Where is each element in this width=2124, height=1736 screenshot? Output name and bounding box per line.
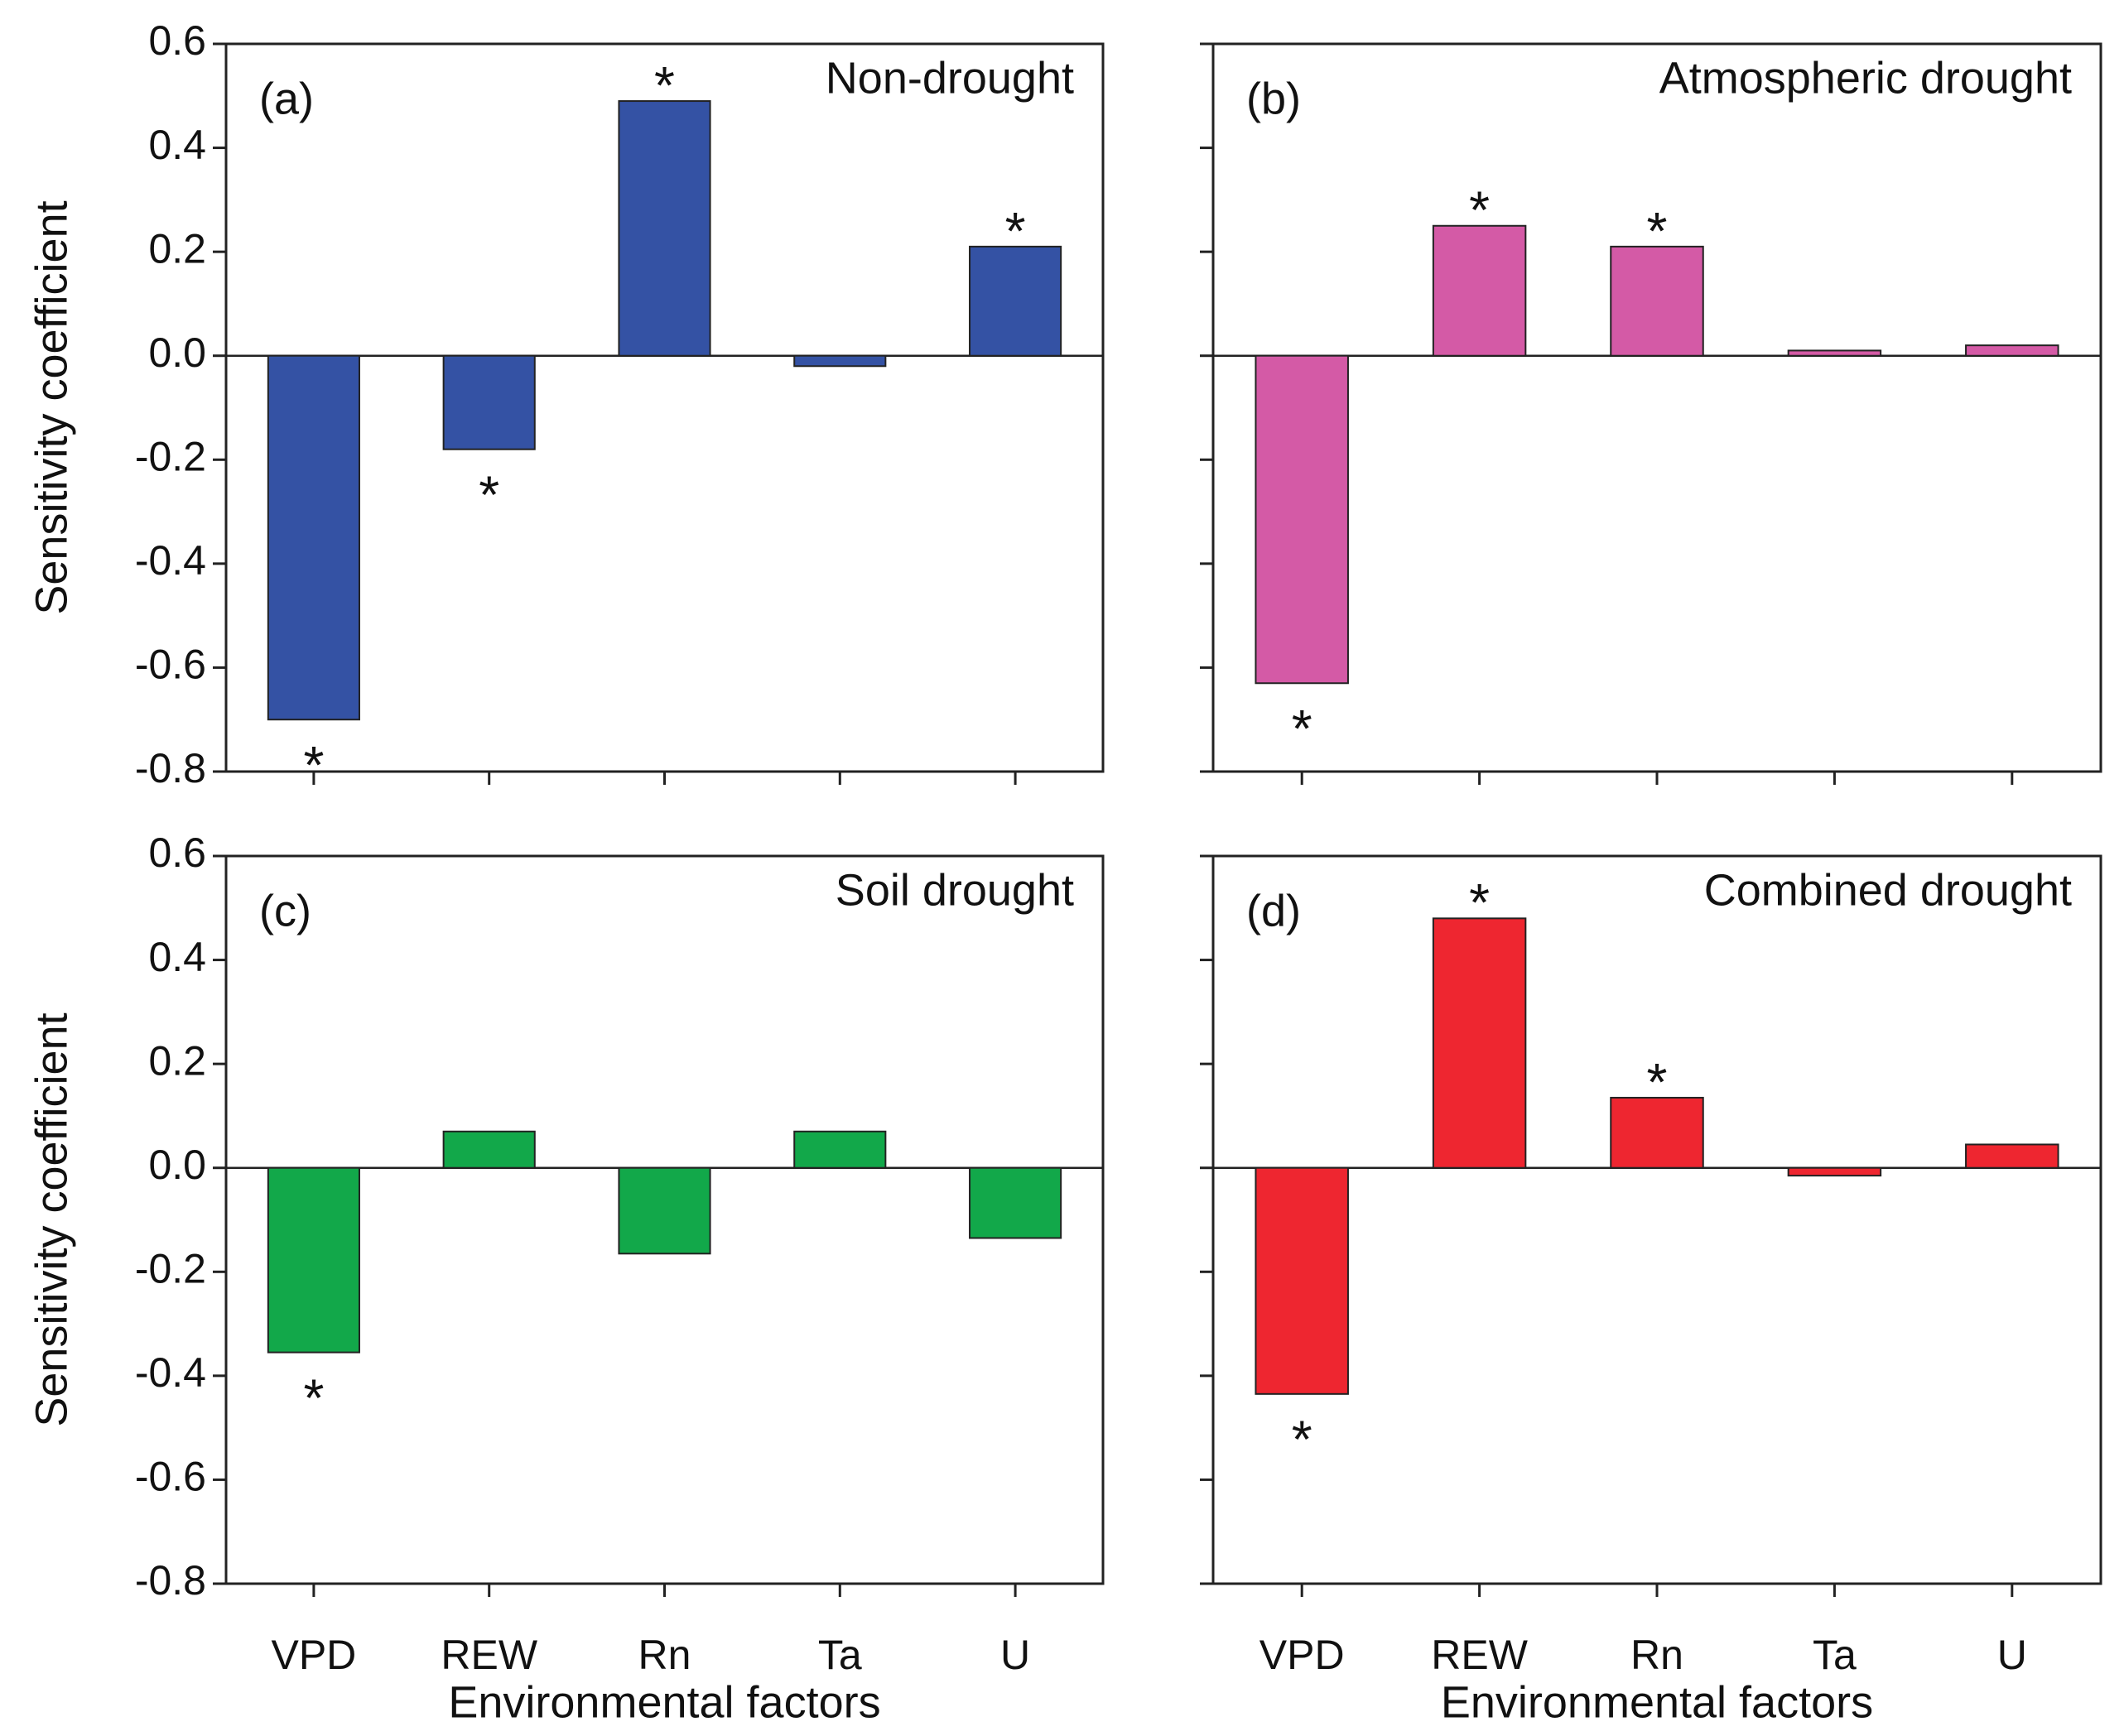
panel-label: (c)	[259, 886, 311, 935]
y-tick-label: 0.0	[148, 329, 206, 376]
bar	[1965, 1143, 2059, 1169]
bar	[969, 1166, 1062, 1239]
bar	[1255, 354, 1349, 685]
x-tick-label: REW	[441, 1632, 537, 1678]
bar	[793, 354, 887, 368]
x-axis-label: Environmental factors	[1441, 1677, 1873, 1727]
bar	[442, 1130, 536, 1169]
significance-mark: *	[303, 1368, 324, 1428]
significance-mark: *	[1292, 1410, 1312, 1469]
y-axis-label: Sensitivity coefficient	[26, 200, 76, 614]
panel-label: (d)	[1246, 886, 1301, 935]
y-tick-label: 0.4	[148, 934, 206, 980]
significance-mark: *	[479, 465, 499, 525]
significance-mark: *	[303, 735, 324, 795]
y-tick-label: -0.2	[135, 433, 206, 479]
bar	[1432, 224, 1527, 357]
x-tick-label: Rn	[1630, 1632, 1683, 1678]
panel-label: (b)	[1246, 74, 1301, 123]
significance-mark: *	[1469, 873, 1490, 932]
significance-mark: *	[1292, 699, 1312, 758]
significance-mark: *	[1647, 1052, 1668, 1112]
x-tick-label: U	[1000, 1632, 1030, 1678]
x-tick-label: Rn	[638, 1632, 691, 1678]
bar	[267, 1166, 360, 1354]
significance-mark: *	[1647, 201, 1668, 261]
chart-title: Atmospheric drought	[1659, 53, 2072, 103]
y-tick-label: 0.0	[148, 1142, 206, 1188]
y-tick-label: 0.6	[148, 830, 206, 876]
bar	[442, 354, 536, 450]
y-tick-label: -0.6	[135, 1454, 206, 1500]
bar	[793, 1130, 887, 1169]
panel-label: (a)	[259, 74, 314, 123]
x-tick-label: REW	[1431, 1632, 1528, 1678]
chart-title: Combined drought	[1704, 865, 2072, 915]
bar	[618, 1166, 711, 1255]
x-tick-label: VPD	[1259, 1632, 1345, 1678]
chart-title: Soil drought	[836, 865, 1074, 915]
y-tick-label: -0.4	[135, 537, 206, 584]
y-tick-label: -0.4	[135, 1349, 206, 1396]
bar	[1787, 349, 1882, 357]
chart-title: Non-drought	[826, 53, 1074, 103]
y-tick-label: 0.4	[148, 122, 206, 168]
x-tick-label: Ta	[1813, 1632, 1857, 1678]
y-tick-label: -0.6	[135, 642, 206, 688]
bar	[1432, 917, 1527, 1169]
bar	[267, 354, 360, 721]
significance-mark: *	[1005, 201, 1026, 261]
bar	[969, 245, 1062, 357]
x-tick-label: VPD	[271, 1632, 356, 1678]
y-tick-label: 0.2	[148, 1037, 206, 1084]
significance-mark: *	[654, 55, 675, 115]
y-tick-label: 0.6	[148, 17, 206, 64]
x-axis-label: Environmental factors	[448, 1677, 880, 1727]
bar	[1255, 1166, 1349, 1395]
significance-mark: *	[1469, 180, 1490, 240]
x-tick-label: U	[1997, 1632, 2027, 1678]
y-axis-label: Sensitivity coefficient	[26, 1012, 76, 1426]
bar	[1610, 245, 1704, 357]
y-tick-label: -0.2	[135, 1245, 206, 1291]
bar	[1787, 1166, 1882, 1177]
bar	[1610, 1096, 1704, 1169]
bar	[1965, 344, 2059, 357]
y-tick-label: -0.8	[135, 1557, 206, 1604]
y-tick-label: 0.2	[148, 225, 206, 272]
y-tick-label: -0.8	[135, 745, 206, 791]
x-tick-label: Ta	[818, 1632, 862, 1678]
bar	[618, 100, 711, 357]
